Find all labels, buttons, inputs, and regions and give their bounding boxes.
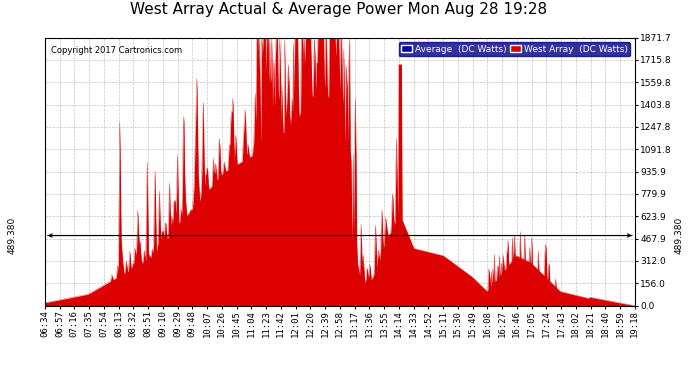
Text: West Array Actual & Average Power Mon Aug 28 19:28: West Array Actual & Average Power Mon Au…: [130, 2, 546, 17]
Text: Copyright 2017 Cartronics.com: Copyright 2017 Cartronics.com: [51, 45, 182, 54]
Legend: Average  (DC Watts), West Array  (DC Watts): Average (DC Watts), West Array (DC Watts…: [399, 42, 630, 56]
Text: 489.380: 489.380: [675, 217, 684, 254]
Text: 489.380: 489.380: [8, 217, 17, 254]
